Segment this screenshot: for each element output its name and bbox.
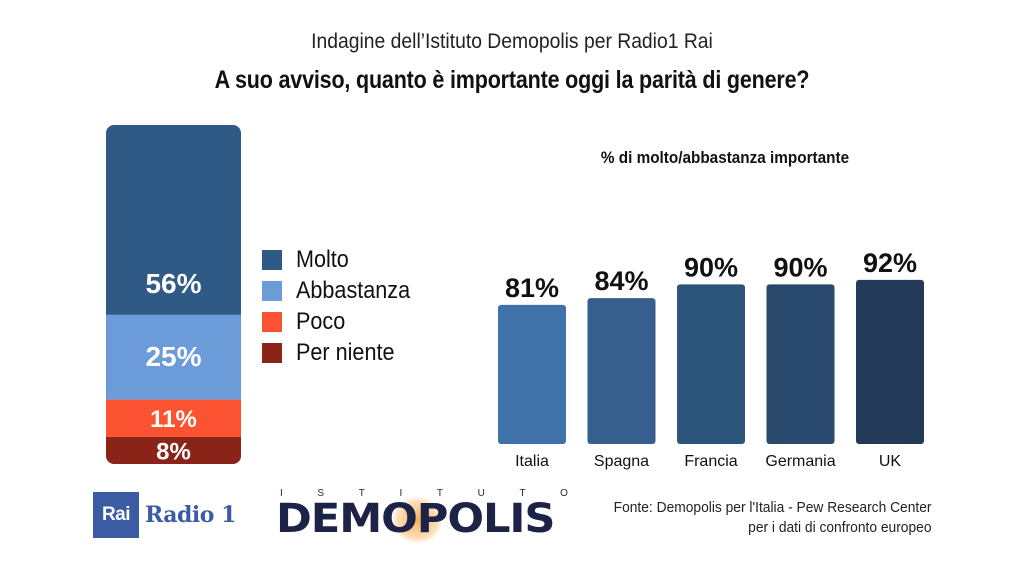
- stack-data-label: 11%: [150, 406, 197, 433]
- bar-germania: [766, 284, 835, 444]
- x-tick-label: Italia: [515, 453, 549, 470]
- source-line-1: Fonte: Demopolis per l'Italia - Pew Rese…: [614, 499, 932, 516]
- chart-subtitle: Indagine dell’Istituto Demopolis per Rad…: [311, 30, 713, 53]
- legend-label: Poco: [296, 307, 346, 335]
- bar-spagna: [587, 298, 656, 444]
- legend-label: Per niente: [296, 338, 395, 366]
- chart-title: A suo avviso, quanto è importante oggi l…: [214, 66, 810, 94]
- istituto-letter: T: [358, 488, 365, 499]
- demopolis-text: DEMOPOLIS: [276, 496, 556, 542]
- legend-label: Abbastanza: [296, 276, 411, 304]
- istituto-letter: T: [519, 488, 526, 499]
- bar-data-label: 92%: [863, 248, 917, 278]
- stack-data-label: 25%: [145, 341, 201, 372]
- bar-data-label: 81%: [505, 273, 559, 303]
- legend: Molto Abbastanza Poco Per niente: [262, 244, 423, 368]
- bar-data-label: 90%: [773, 252, 827, 282]
- legend-swatch: [262, 311, 282, 332]
- legend-swatch: [262, 342, 282, 363]
- stack-data-label: 8%: [156, 438, 191, 465]
- source-note: Fonte: Demopolis per l'Italia - Pew Rese…: [614, 498, 932, 538]
- bar-francia: [677, 284, 745, 444]
- rai-radio1-logo: Rai Radio 1: [93, 492, 236, 538]
- stack-segment-per-niente: [106, 436, 241, 464]
- legend-item-molto: Molto: [262, 244, 423, 275]
- rai-logo-box: Rai: [93, 492, 139, 538]
- bar-uk: [856, 279, 924, 444]
- istituto-letter: S: [317, 488, 325, 499]
- bar-chart-title: % di molto/abbastanza importante: [600, 148, 850, 167]
- legend-item-poco: Poco: [262, 306, 423, 337]
- stack-segment-abbastanza: [106, 314, 241, 400]
- istituto-letter: O: [560, 488, 568, 499]
- stack-segment-molto: [106, 125, 241, 315]
- demopolis-wordmark: DEMOPOLIS: [276, 496, 596, 543]
- radio1-logo-text: Radio 1: [145, 502, 236, 528]
- stack-data-label: 56%: [145, 268, 201, 299]
- istituto-letter: U: [477, 488, 485, 499]
- x-tick-label: Spagna: [594, 453, 649, 470]
- demopolis-glow-icon: [392, 497, 443, 543]
- bar-italia: [498, 304, 566, 444]
- stacked-bar: [106, 125, 241, 464]
- istituto-letter: I: [399, 488, 403, 499]
- x-tick-label: Francia: [684, 453, 737, 470]
- legend-label: Molto: [296, 245, 349, 273]
- source-line-2: per i dati di confronto europeo: [748, 519, 932, 536]
- legend-swatch: [262, 280, 282, 301]
- istituto-letter: I: [280, 488, 283, 499]
- x-tick-label: Germania: [765, 453, 835, 470]
- stack-segment-poco: [106, 399, 241, 437]
- legend-item-per-niente: Per niente: [262, 337, 423, 368]
- istituto-letter: T: [436, 488, 443, 499]
- legend-item-abbastanza: Abbastanza: [262, 275, 423, 306]
- bar-data-label: 84%: [594, 266, 648, 296]
- x-tick-label: UK: [879, 453, 902, 470]
- bar-data-label: 90%: [684, 252, 738, 282]
- demopolis-logo: I S T I T U T O DEMOPOLIS: [276, 488, 572, 543]
- legend-swatch: [262, 249, 282, 270]
